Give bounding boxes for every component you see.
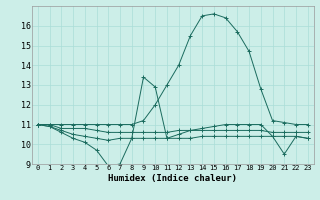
X-axis label: Humidex (Indice chaleur): Humidex (Indice chaleur) [108,174,237,183]
